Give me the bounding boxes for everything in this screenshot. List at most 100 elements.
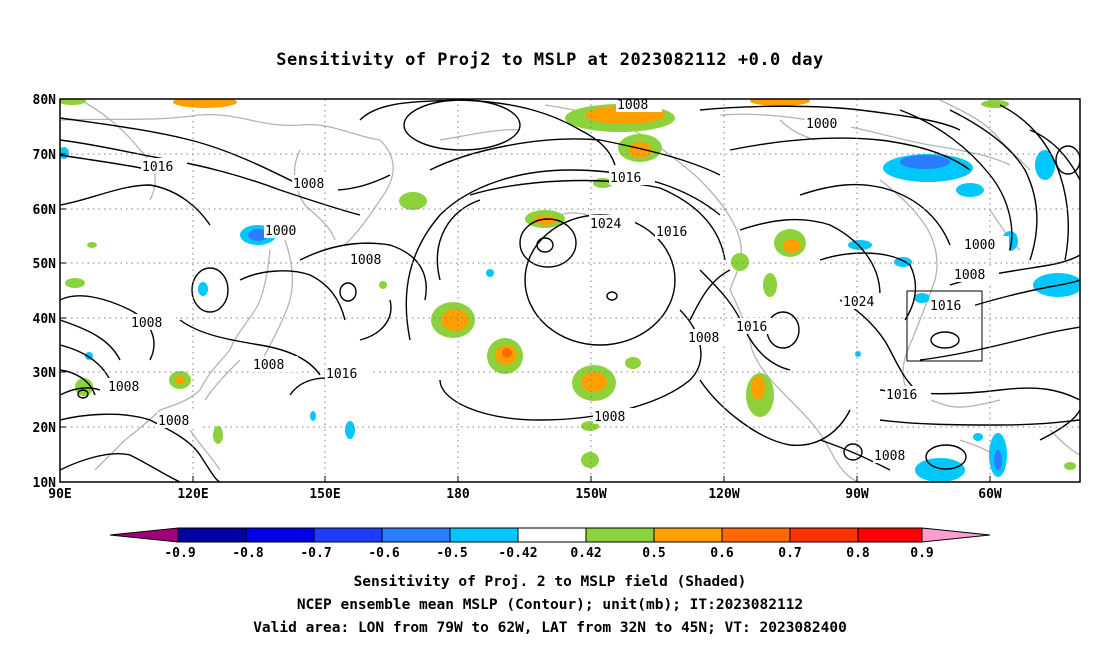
- shade-blob: [173, 99, 237, 108]
- colorbar-label: 0.8: [846, 546, 870, 561]
- lat-tick-label: 20N: [33, 421, 57, 436]
- latitude-labels: 80N 70N 60N 50N 40N 30N 20N 10N: [33, 93, 57, 491]
- contour-label: 1016: [326, 367, 357, 382]
- lat-tick-label: 10N: [33, 476, 57, 491]
- shade-blob: [198, 282, 208, 296]
- colorbar-cell: [721, 527, 791, 543]
- colorbar-cell: [789, 527, 859, 543]
- shade-blob: [956, 183, 984, 197]
- caption-line-1: Sensitivity of Proj. 2 to MSLP field (Sh…: [353, 574, 747, 590]
- contour-label: 1008: [253, 358, 284, 373]
- shade-blob: [248, 229, 268, 241]
- colorbar-label: -0.5: [436, 546, 467, 561]
- colorbar-label: 0.6: [710, 546, 734, 561]
- shade-blob: [533, 215, 557, 225]
- caption-line-3: Valid area: LON from 79W to 62W, LAT fro…: [253, 620, 847, 636]
- shade-blob: [751, 376, 765, 400]
- contour-label: 1008: [688, 331, 719, 346]
- contour-label: 1008: [350, 253, 381, 268]
- contour-label: 1008: [874, 449, 905, 464]
- contour-label: 1016: [610, 171, 641, 186]
- shade-blob: [502, 348, 512, 358]
- lon-tick-label: 90W: [845, 487, 869, 502]
- shade-blob: [855, 351, 861, 357]
- shade-blob: [894, 257, 912, 267]
- colorbar-label: -0.8: [232, 546, 263, 561]
- contour-label: 1008: [954, 268, 985, 283]
- colorbar-label: 0.5: [642, 546, 665, 561]
- colorbar-labels: -0.9 -0.8 -0.7 -0.6 -0.5 -0.42 0.42 0.5 …: [164, 546, 933, 561]
- colorbar-left-arrow: [109, 527, 179, 543]
- lat-tick-label: 80N: [33, 93, 57, 108]
- colorbar-label: 0.9: [910, 546, 933, 561]
- shade-blob: [900, 155, 950, 169]
- colorbar-label: -0.42: [498, 546, 537, 561]
- colorbar-cell: [653, 527, 723, 543]
- shade-blob: [310, 411, 316, 421]
- shade-blob: [731, 253, 749, 271]
- colorbar-cell: [313, 527, 383, 543]
- shade-blob: [441, 309, 469, 331]
- shade-blob: [1064, 462, 1076, 470]
- shade-blob: [175, 376, 185, 384]
- colorbar: [109, 527, 991, 543]
- lat-tick-label: 40N: [33, 312, 57, 327]
- lon-tick-label: 150E: [309, 487, 340, 502]
- colorbar-right-arrow: [921, 527, 991, 543]
- map-title: Sensitivity of Proj2 to MSLP at 20230821…: [276, 50, 824, 70]
- shade-blob: [973, 433, 983, 441]
- contour-label: 1016: [930, 299, 961, 314]
- colorbar-cell: [245, 527, 315, 543]
- shade-blob: [915, 458, 965, 482]
- shade-blob: [581, 452, 599, 468]
- lon-tick-label: 60W: [978, 487, 1002, 502]
- contour-label: 1016: [736, 320, 767, 335]
- shade-blob: [345, 421, 355, 439]
- lat-tick-label: 70N: [33, 148, 57, 163]
- contour-label: 1008: [594, 410, 625, 425]
- lat-tick-label: 60N: [33, 203, 57, 218]
- colorbar-cell: [177, 527, 247, 543]
- shade-blob: [213, 426, 223, 444]
- contour-label: 1024: [590, 217, 621, 232]
- shade-blob: [581, 372, 607, 392]
- lon-tick-label: 120W: [708, 487, 739, 502]
- contour-label: 1008: [158, 414, 189, 429]
- colorbar-cell: [857, 527, 923, 543]
- shade-blob: [750, 99, 810, 106]
- lon-tick-label: 150W: [575, 487, 606, 502]
- lon-tick-label: 120E: [177, 487, 208, 502]
- contour-label: 1016: [142, 160, 173, 175]
- shade-blob: [60, 99, 86, 105]
- lon-tick-label: 90E: [48, 487, 71, 502]
- shade-blob: [914, 293, 930, 303]
- lon-tick-label: 180: [446, 487, 470, 502]
- valid-area-box: [906, 290, 983, 362]
- shade-blob: [625, 357, 641, 369]
- contour-label: 1008: [108, 380, 139, 395]
- shade-blob: [379, 281, 387, 289]
- shade-blob: [848, 240, 872, 250]
- colorbar-cell: [517, 527, 587, 543]
- colorbar-label: -0.6: [368, 546, 399, 561]
- contour-label: 1016: [656, 225, 687, 240]
- colorbar-cell: [449, 527, 519, 543]
- lat-tick-label: 50N: [33, 257, 57, 272]
- contour-labels: 1008 1000 1016 1008 1016 1024 1016 1000 …: [107, 98, 1009, 464]
- contour-label: 1008: [293, 177, 324, 192]
- caption-line-2: NCEP ensemble mean MSLP (Contour); unit(…: [296, 597, 804, 613]
- shade-blob: [399, 192, 427, 210]
- contour-label: 1000: [265, 224, 296, 239]
- contour-label: 1000: [806, 117, 837, 132]
- plot-frame: [59, 98, 1081, 483]
- shade-blob: [994, 450, 1002, 470]
- longitude-labels: 90E 120E 150E 180 150W 120W 90W 60W: [48, 487, 1002, 502]
- colorbar-label: -0.7: [300, 546, 331, 561]
- contour-label: 1024: [843, 295, 874, 310]
- lat-tick-label: 30N: [33, 366, 57, 381]
- contour-label: 1008: [617, 98, 648, 113]
- colorbar-cell: [381, 527, 451, 543]
- shade-blob: [783, 239, 801, 253]
- shade-blob: [1035, 150, 1055, 180]
